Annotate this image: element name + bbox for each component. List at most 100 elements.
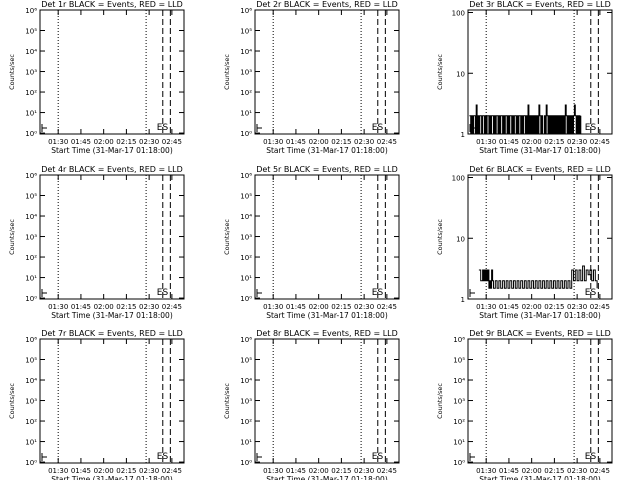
x-tick-label: 02:00 <box>309 138 329 146</box>
y-tick-label: 10⁵ <box>240 193 252 201</box>
y-tick-label: 10³ <box>240 234 252 242</box>
panel-title: Det 6r BLACK = Events, RED = LLD <box>469 165 611 174</box>
x-tick-label: 02:15 <box>544 138 564 146</box>
y-tick-label: 10 <box>456 235 465 243</box>
x-tick-label: 02:45 <box>377 303 397 311</box>
y-tick-label: 10⁰ <box>240 130 252 138</box>
x-axis-label: Start Time (31-Mar-17 01:18:00) <box>51 311 173 320</box>
x-tick-label: 02:30 <box>567 303 587 311</box>
x-tick-label: 01:30 <box>48 138 68 146</box>
es-annotation: ES <box>372 452 384 462</box>
y-tick-label: 10⁵ <box>25 357 37 365</box>
y-tick-label: 10⁶ <box>453 336 465 344</box>
y-tick-label: 10¹ <box>240 275 252 283</box>
y-tick-label: 10¹ <box>240 439 252 447</box>
x-tick-label: 01:45 <box>499 303 519 311</box>
x-tick-label: 02:45 <box>590 467 610 475</box>
x-tick-label: 02:30 <box>354 138 374 146</box>
y-tick-label: 10⁶ <box>240 7 252 15</box>
y-tick-label: 10⁶ <box>25 7 37 15</box>
panel-det-1: Det 1r BLACK = Events, RED = LLD 10⁰ 10¹ 10… <box>8 0 185 155</box>
y-tick-label: 10⁴ <box>453 377 465 385</box>
panel-det-4: Det 4r BLACK = Events, RED = LLD 10⁰ 10¹ 10… <box>8 165 185 320</box>
y-tick-label: 10⁴ <box>25 48 37 56</box>
x-tick-label: 01:30 <box>263 138 283 146</box>
y-tick-label: 10¹ <box>25 275 37 283</box>
plot-frame <box>467 174 613 300</box>
x-tick-label: 01:45 <box>499 467 519 475</box>
x-tick-label: 02:00 <box>309 467 329 475</box>
y-tick-label: 10⁰ <box>240 295 252 303</box>
x-tick-label: 02:30 <box>567 138 587 146</box>
y-tick-label: 10² <box>453 418 465 426</box>
es-annotation: ES <box>157 452 169 462</box>
x-tick-label: 02:45 <box>590 303 610 311</box>
x-tick-label: 01:45 <box>286 467 306 475</box>
x-tick-label: 01:45 <box>71 138 91 146</box>
x-tick-label: 02:15 <box>331 138 351 146</box>
y-tick-label: 10² <box>25 89 37 97</box>
x-tick-label: 02:00 <box>522 138 542 146</box>
x-axis-label: Start Time (31-Mar-17 01:18:00) <box>266 475 388 480</box>
x-tick-label: 02:00 <box>522 467 542 475</box>
es-annotation: ES <box>585 452 597 462</box>
panel-title: Det 2r BLACK = Events, RED = LLD <box>256 0 398 9</box>
x-axis-label: Start Time (31-Mar-17 01:18:00) <box>479 146 601 155</box>
y-axis-label: Counts/sec <box>436 54 444 90</box>
y-tick-label: 100 <box>452 10 465 18</box>
panel-det-5: Det 5r BLACK = Events, RED = LLD 10⁰ 10¹ 10… <box>223 165 400 320</box>
y-tick-label: 10¹ <box>453 439 465 447</box>
y-tick-label: 10⁴ <box>25 213 37 221</box>
y-tick-label: 10² <box>25 254 37 262</box>
x-tick-label: 02:30 <box>354 303 374 311</box>
es-annotation: ES <box>157 288 169 298</box>
panel-title: Det 8r BLACK = Events, RED = LLD <box>256 329 398 338</box>
panel-title: Det 7r BLACK = Events, RED = LLD <box>41 329 183 338</box>
plot-frame <box>467 9 613 135</box>
x-tick-label: 02:30 <box>139 467 159 475</box>
x-tick-label: 02:00 <box>94 138 114 146</box>
x-tick-label: 01:30 <box>48 467 68 475</box>
y-tick-label: 10¹ <box>25 110 37 118</box>
y-tick-label: 10⁰ <box>25 130 37 138</box>
y-tick-label: 10⁵ <box>240 357 252 365</box>
x-tick-label: 02:00 <box>94 303 114 311</box>
x-tick-label: 02:15 <box>544 467 564 475</box>
x-tick-label: 02:00 <box>522 303 542 311</box>
x-axis-label: Start Time (31-Mar-17 01:18:00) <box>51 475 173 480</box>
x-tick-label: 02:45 <box>162 303 182 311</box>
y-tick-label: 10² <box>25 418 37 426</box>
x-tick-label: 02:30 <box>567 467 587 475</box>
y-tick-label: 10³ <box>25 398 37 406</box>
y-tick-label: 100 <box>452 175 465 183</box>
x-tick-label: 01:45 <box>499 138 519 146</box>
x-tick-label: 02:30 <box>139 138 159 146</box>
y-tick-label: 10⁰ <box>25 295 37 303</box>
y-tick-label: 10⁶ <box>25 172 37 180</box>
x-axis-label: Start Time (31-Mar-17 01:18:00) <box>266 311 388 320</box>
y-axis-label: Counts/sec <box>436 219 444 255</box>
x-tick-label: 02:45 <box>590 138 610 146</box>
x-tick-label: 02:45 <box>162 138 182 146</box>
y-axis-label: Counts/sec <box>436 383 444 419</box>
x-tick-label: 01:30 <box>263 467 283 475</box>
y-axis-label: Counts/sec <box>223 54 231 90</box>
y-tick-label: 10⁶ <box>240 336 252 344</box>
y-tick-label: 10⁴ <box>240 213 252 221</box>
panel-title: Det 5r BLACK = Events, RED = LLD <box>256 165 398 174</box>
y-tick-label: 10² <box>240 418 252 426</box>
y-tick-label: 10⁵ <box>453 357 465 365</box>
x-tick-label: 02:45 <box>162 467 182 475</box>
panel-title: Det 1r BLACK = Events, RED = LLD <box>41 0 183 9</box>
x-tick-label: 02:15 <box>544 303 564 311</box>
es-annotation: ES <box>585 123 597 133</box>
y-tick-label: 10³ <box>25 69 37 77</box>
x-tick-label: 02:15 <box>116 138 136 146</box>
y-axis-label: Counts/sec <box>8 54 16 90</box>
panel-det-2: Det 2r BLACK = Events, RED = LLD 10⁰ 10¹ 10… <box>223 0 400 155</box>
x-axis-label: Start Time (31-Mar-17 01:18:00) <box>479 311 601 320</box>
panel-det-3: Det 3r BLACK = Events, RED = LLD 1 10 100 Co… <box>436 0 613 155</box>
x-tick-label: 02:30 <box>139 303 159 311</box>
events-series-line <box>478 265 598 289</box>
